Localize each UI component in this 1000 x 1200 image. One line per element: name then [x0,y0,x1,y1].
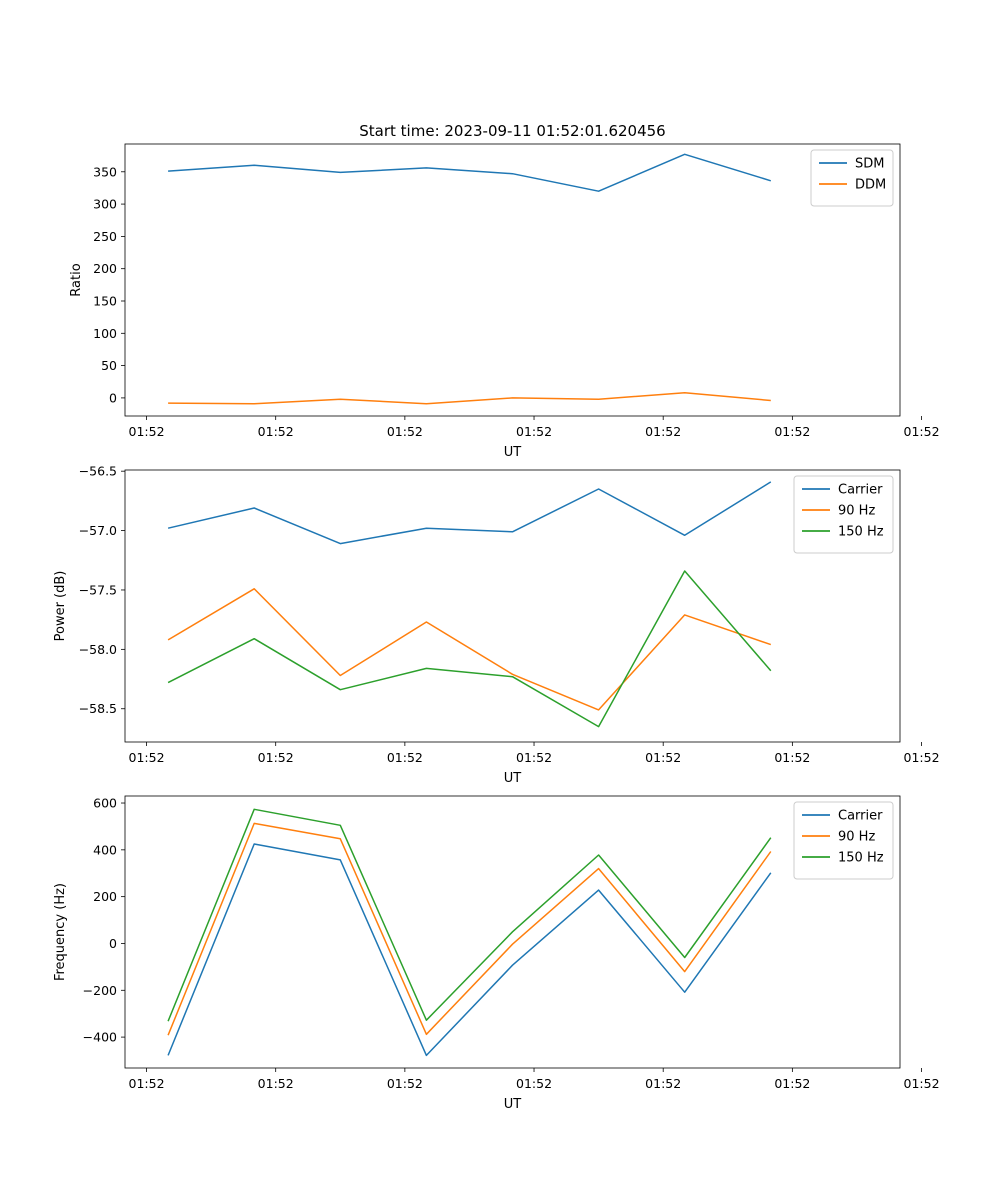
y-tick-label: 50 [101,358,117,373]
x-tick-label: 01:52 [516,750,552,765]
series-line-90-hz [167,588,772,711]
legend-label-carrier: Carrier [838,483,883,498]
x-axis-label: UT [504,771,522,786]
x-tick-label: 01:52 [387,750,423,765]
x-tick-label: 01:52 [129,1076,165,1091]
y-tick-label: 250 [93,229,117,244]
panel-1: 01:52 01:52 01:52 01:52 01:52 01:52 01:52 0 50 10… [69,143,940,460]
legend-box [810,149,894,207]
legend-box [793,801,894,880]
series-line-sdm [168,153,772,192]
series-line-150-hz [167,570,772,728]
axes-frame [124,469,901,743]
y-tick-label: −57.5 [79,582,117,597]
y-axis-label: Power (dB) [53,571,68,642]
x-tick-label: 01:52 [258,424,294,439]
legend: Carrier 90 Hz 150 Hz [793,475,894,554]
x-tick-label: 01:52 [258,750,294,765]
y-tick-label: 350 [93,164,117,179]
legend-label-sdm: SDM [855,157,884,172]
series-line-ddm [168,391,771,405]
panel-2: 01:52 01:52 01:52 01:52 01:52 01:52 01:52 −58.5… [53,464,940,786]
y-tick-label: 0 [109,936,117,951]
y-tick-label: −56.5 [79,464,117,479]
y-tick-label: −57.0 [79,523,117,538]
series-line-carrier [167,843,772,1057]
series-line-150-hz [167,808,772,1022]
x-tick-label: 01:52 [774,424,810,439]
y-axis-label: Ratio [69,263,84,296]
x-tick-label: 01:52 [258,1076,294,1091]
x-tick-label: 01:52 [516,424,552,439]
y-tick-label: 200 [93,261,117,276]
legend-label-150-hz: 150 Hz [838,851,884,866]
x-tick-label: 01:52 [645,750,681,765]
x-axis-label: UT [504,445,522,460]
x-tick-label: 01:52 [387,1076,423,1091]
x-tick-label: 01:52 [387,424,423,439]
y-tick-label: 400 [93,842,117,857]
axes-frame [124,795,901,1069]
y-tick-label: −58.0 [79,642,117,657]
panel-3: 01:52 01:52 01:52 01:52 01:52 01:52 01:52 −400 −… [53,796,940,1112]
figure-title: Start time: 2023-09-11 01:52:01.620456 [359,122,665,140]
legend-label-90-hz: 90 Hz [838,830,875,845]
x-tick-label: 01:52 [774,750,810,765]
axes-frame [124,143,901,417]
legend-label-carrier: Carrier [838,809,883,824]
x-tick-label: 01:52 [129,424,165,439]
legend-label-90-hz: 90 Hz [838,504,875,519]
x-tick-label: 01:52 [904,750,940,765]
y-tick-label: −400 [83,1030,117,1045]
series-line-90-hz [167,822,772,1036]
y-tick-label: 600 [93,796,117,811]
legend-label-ddm: DDM [855,178,886,193]
legend: Carrier 90 Hz 150 Hz [793,801,894,880]
legend-box [793,475,894,554]
x-tick-label: 01:52 [904,1076,940,1091]
x-tick-label: 01:52 [516,1076,552,1091]
x-tick-label: 01:52 [129,750,165,765]
x-axis-label: UT [504,1097,522,1112]
x-tick-label: 01:52 [904,424,940,439]
y-tick-label: 150 [93,293,117,308]
y-tick-label: 200 [93,889,117,904]
y-tick-label: −58.5 [79,701,117,716]
y-tick-label: 300 [93,197,117,212]
y-tick-label: 0 [109,390,117,405]
x-tick-label: 01:52 [645,1076,681,1091]
y-tick-label: −200 [83,983,117,998]
panels: 01:52 01:52 01:52 01:52 01:52 01:52 01:52 0 50 10… [53,143,940,1112]
series-line-carrier [167,481,772,545]
x-tick-label: 01:52 [645,424,681,439]
x-tick-label: 01:52 [774,1076,810,1091]
y-axis-label: Frequency (Hz) [53,883,68,981]
legend-label-150-hz: 150 Hz [838,525,884,540]
legend: SDM DDM [810,149,894,207]
y-tick-label: 100 [93,326,117,341]
